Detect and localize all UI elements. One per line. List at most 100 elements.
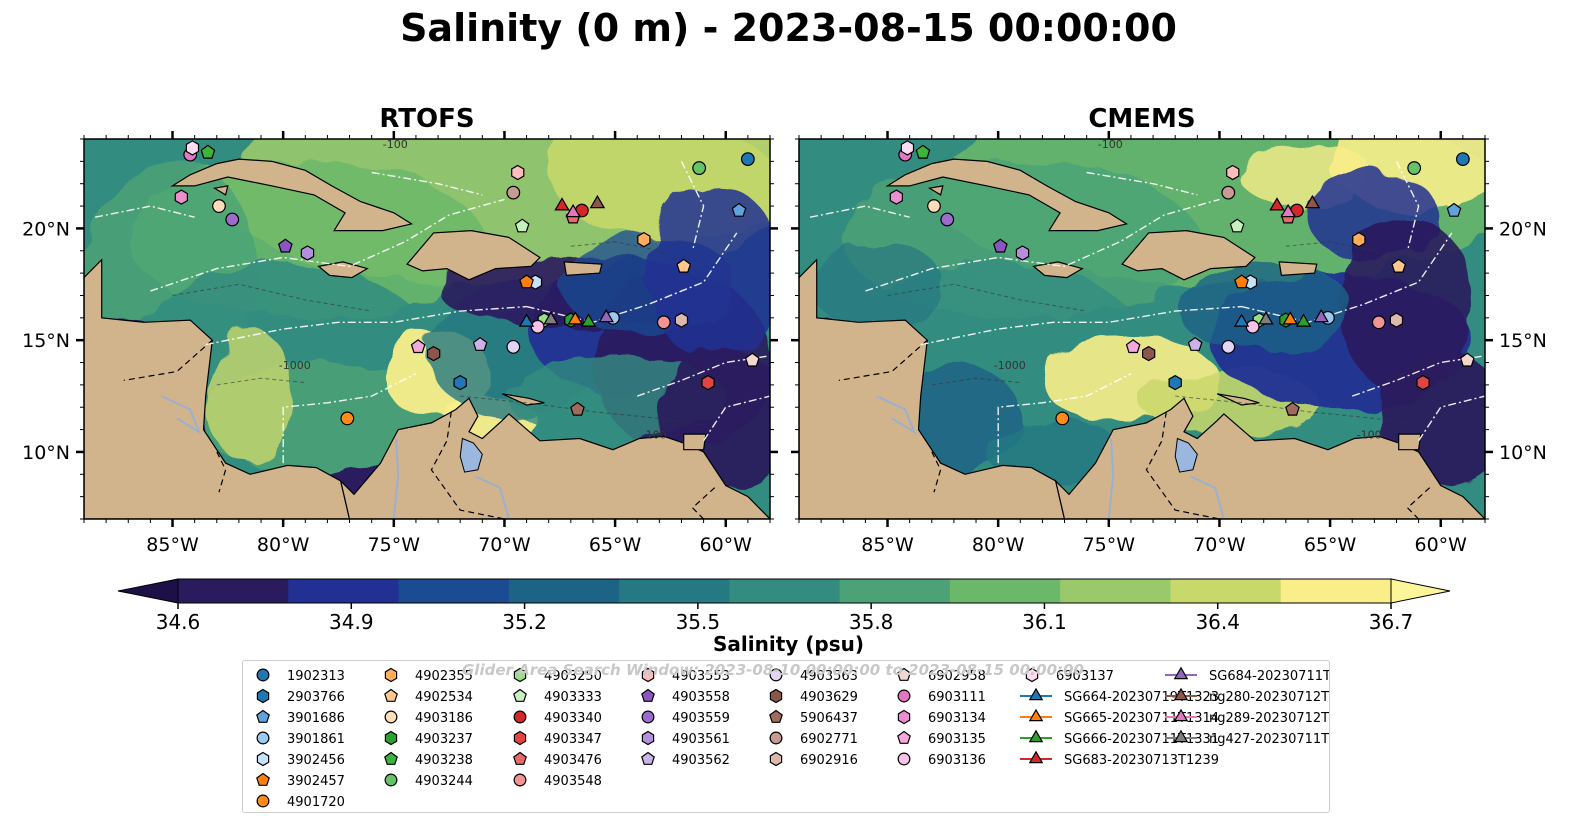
land-cuba (885, 158, 1129, 232)
legend-label: 4903629 (800, 690, 858, 705)
marker-SG665-20230711T1314 (1282, 311, 1298, 325)
colorbar-segment (619, 579, 730, 603)
legend-marker-ng280-20230712T0000 (1173, 687, 1189, 701)
legend-label: 4903548 (544, 774, 602, 789)
marker-4903553 (511, 164, 525, 181)
map-panel-cmems: -1000 -100 -100 85°W 80°W 75°W 70°W 65°W 60°W 10°… (791, 131, 1547, 556)
figure-title: Salinity (0 m) - 2023-08-15 00:00:00 (400, 6, 1177, 50)
legend-label: 5906437 (800, 711, 858, 726)
legend-label: 4903553 (672, 669, 730, 684)
marker-4903244 (1407, 161, 1422, 175)
marker-4903562 (1187, 336, 1203, 351)
marker-6903137 (900, 140, 915, 156)
marker-6903136 (1245, 319, 1260, 334)
x-tick-label: 70°W (1193, 534, 1246, 556)
colorbar-tick-label: 34.9 (329, 610, 374, 634)
marker-5906437 (1285, 401, 1300, 416)
x-tick-label: 70°W (478, 534, 531, 556)
legend-label: 4902534 (415, 690, 473, 705)
legend-label: ng289-20230712T0000 (1209, 711, 1329, 726)
x-tick-label: 60°W (1415, 534, 1468, 556)
legend-label: 4903250 (544, 669, 602, 684)
marker-6902771 (506, 185, 521, 200)
legend-label: 4903237 (415, 732, 473, 747)
marker-4901720 (340, 411, 355, 426)
marker-4902534 (676, 258, 692, 273)
land-pines (927, 185, 944, 196)
legend-marker-4903186 (384, 710, 398, 724)
colorbar-segment (398, 579, 510, 603)
contour-label-100-north: -100 (383, 138, 408, 151)
marker-4901720 (1055, 411, 1070, 426)
legend-label: 1902313 (287, 669, 345, 684)
marker-4903244 (692, 161, 707, 175)
legend-marker-ng289-20230712T0000 (1173, 708, 1189, 722)
y-tick-label: 15°N (22, 330, 70, 352)
marker-6902771 (1221, 185, 1236, 200)
legend-label: SG683-20230713T1239 (1064, 753, 1219, 768)
colorbar-tick-label: 36.1 (1022, 610, 1067, 634)
legend-label: 4903558 (672, 690, 730, 705)
land-jamaica (317, 261, 369, 279)
legend-label: 3901861 (287, 732, 345, 747)
marker-4903238 (915, 144, 931, 159)
legend-label: 4903559 (672, 711, 730, 726)
legend-marker-3901686 (256, 709, 270, 723)
marker-6903136 (530, 319, 545, 334)
land-puertorico (563, 261, 603, 277)
marker-3902457 (1234, 274, 1249, 289)
legend-label: ng280-20230712T0000 (1209, 690, 1329, 705)
x-tick-label: 75°W (1083, 534, 1136, 556)
marker-6903134 (889, 189, 904, 205)
legend-label: SG665-20230711T1314 (1064, 711, 1219, 726)
marker-SG684-20230711T1347 (1313, 308, 1329, 323)
colorbar-segment (288, 579, 400, 603)
land-southam (339, 397, 770, 519)
legend-label: 6903137 (1056, 669, 1114, 684)
marker-ng427-20230711T0000 (543, 311, 559, 325)
legend-marker-4903558 (641, 688, 655, 702)
legend-marker-1902313 (256, 668, 270, 682)
legend-marker-4903237 (384, 730, 398, 746)
legend-label: 4901720 (287, 795, 345, 810)
maps-svg: -1000 -100 -100 85°W 80°W 75°W 70°W 65°W 60°W 10°… (22, 131, 1547, 556)
marker-SG666-20230711T1331 (1295, 313, 1312, 327)
marker-2903766 (453, 374, 467, 391)
marker-4903347 (1416, 374, 1430, 391)
legend-marker-4902534 (384, 688, 398, 702)
marker-4903186 (927, 199, 941, 213)
x-tick-label: 80°W (257, 534, 310, 556)
legend-label: 3901686 (287, 711, 345, 726)
legend-label: 4903333 (544, 690, 602, 705)
contour-label-100-south: -100 (1357, 429, 1382, 442)
legend-marker-ng427-20230711T0000 (1173, 729, 1189, 743)
legend-marker-4903562 (641, 751, 655, 765)
legend-marker-SG664-20230719T1323 (1028, 687, 1044, 701)
colorbar-segment (729, 579, 841, 603)
y-tick-label: 20°N (1499, 218, 1547, 240)
marker-4903559 (225, 212, 240, 227)
y-tick-label: 20°N (22, 218, 70, 240)
legend-label: SG684-20230711T1347 (1209, 669, 1329, 684)
legend-marker-4903333 (513, 688, 527, 702)
legend-label: 4902355 (415, 669, 473, 684)
legend-label: 4903186 (415, 711, 473, 726)
marker-ng289-20230712T0000 (565, 203, 581, 218)
legend-marker-4902355 (384, 667, 398, 683)
land-southam (1054, 397, 1485, 519)
legend-label: 3902457 (287, 774, 345, 789)
marker-4902355 (637, 231, 651, 248)
legend-marker-3902456 (256, 751, 270, 767)
marker-3901686 (1446, 202, 1462, 217)
marker-ng280-20230712T0000 (589, 194, 606, 209)
y-tick-label: 15°N (1499, 330, 1547, 352)
legend-marker-3902457 (256, 772, 270, 786)
marker-4903558 (992, 238, 1008, 253)
legend-marker-4903563 (769, 668, 783, 682)
colorbar-extend-max (1390, 578, 1451, 604)
land-curacao (501, 393, 545, 406)
colorbar-segment (839, 579, 951, 603)
marker-4903629 (1141, 345, 1156, 362)
marker-6902958 (744, 352, 760, 367)
colorbar-segment (949, 579, 1061, 603)
